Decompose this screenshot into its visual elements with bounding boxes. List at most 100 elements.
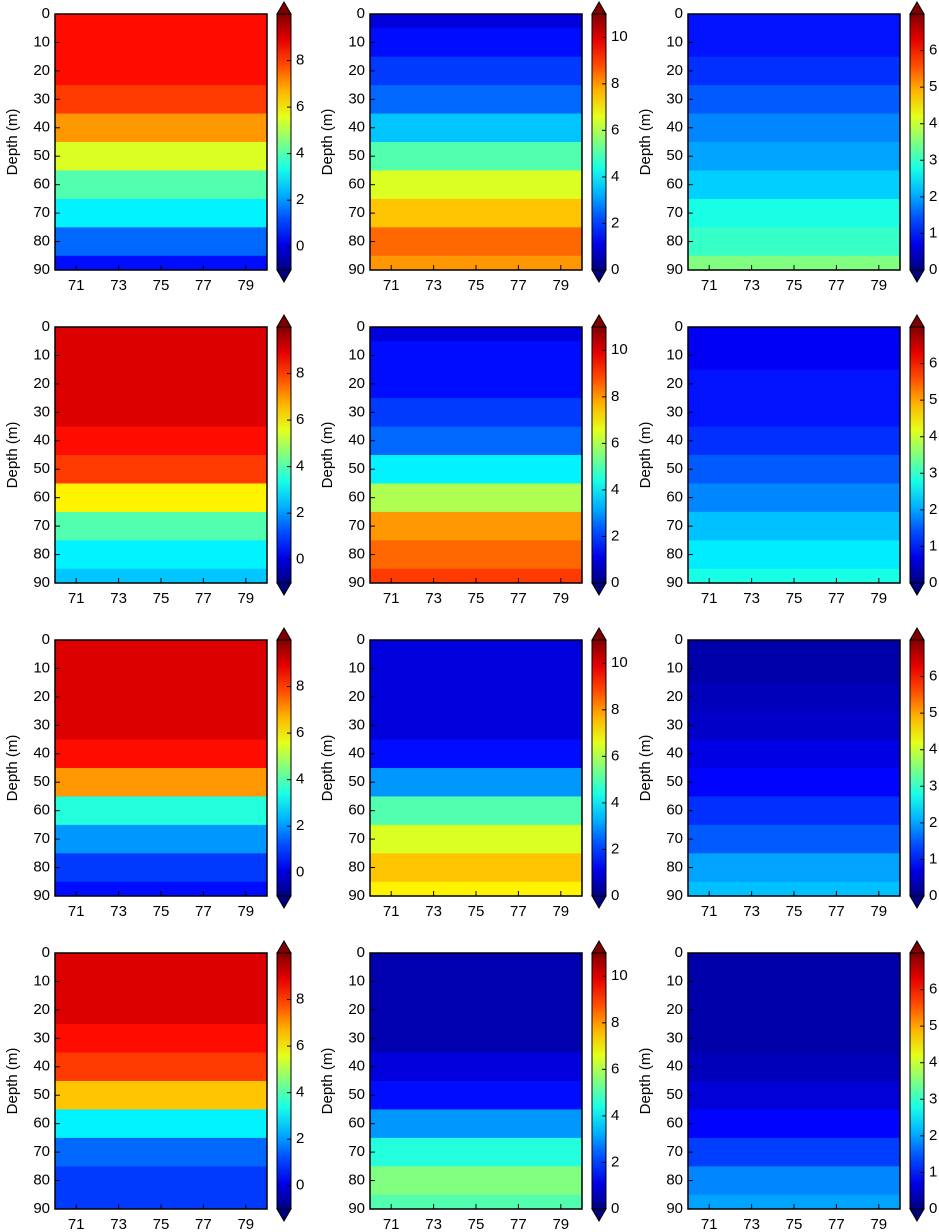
x-tick-label: 71 [68,277,85,294]
colorbar-tick-label: 2 [929,1127,937,1144]
depth-band [370,682,582,712]
depth-band [688,881,900,896]
depth-band [370,327,582,342]
y-tick-label: 90 [348,887,365,904]
depth-band [370,796,582,826]
depth-band [688,967,900,997]
depth-band [55,113,267,143]
colorbar-extend-bottom [591,895,607,909]
colorbar-tick-label: 6 [296,98,304,115]
y-tick-label: 20 [33,1001,50,1018]
colorbar-tick-label: 8 [611,701,619,718]
depth-band [688,28,900,58]
field [370,640,582,896]
depth-band [370,511,582,541]
field [370,953,582,1209]
panel: 0 10 20 30 40 50 60 70 80 90 71 73 75 77 79 Depth (m) 0 1… [637,314,937,607]
y-tick-label: 30 [666,90,683,107]
y-axis-label: Depth (m) [4,1048,21,1115]
colorbar-tick-label: 8 [611,75,619,92]
y-tick-label: 90 [348,261,365,278]
y-tick-label: 0 [675,5,683,22]
y-tick-label: 70 [33,830,50,847]
depth-band [370,853,582,883]
colorbar-tick-label: 3 [929,151,937,168]
y-axis-label: Depth (m) [4,109,21,176]
y-axis-label: Depth (m) [637,1048,654,1115]
depth-band [55,14,267,29]
panel: 0 10 20 30 40 50 60 70 80 90 71 73 75 77 79 Depth (m) 0 2… [319,314,628,607]
x-tick-label: 75 [468,903,485,920]
depth-band [55,967,267,997]
y-tick-label: 50 [33,1086,50,1103]
colorbar [276,952,292,1210]
depth-band [55,398,267,428]
x-tick-label: 79 [552,903,569,920]
colorbar-extend-top [276,627,292,641]
colorbar-tick-label: 4 [296,145,304,162]
depth-band [688,341,900,371]
panel: 0 10 20 30 40 50 60 70 80 90 71 73 75 77 79 Depth (m) 0 2… [319,940,628,1232]
y-tick-label: 30 [666,716,683,733]
y-tick-label: 0 [42,318,50,335]
y-tick-label: 60 [33,1115,50,1132]
depth-band [688,654,900,684]
y-tick-label: 90 [33,574,50,591]
colorbar-tick-label: 2 [611,527,619,544]
depth-band [688,113,900,143]
y-tick-label: 0 [675,944,683,961]
y-tick-label: 30 [33,1029,50,1046]
colorbar-tick-label: 0 [296,1177,304,1194]
y-tick-label: 90 [666,261,683,278]
x-tick-label: 77 [828,590,845,607]
y-tick-label: 40 [666,745,683,762]
colorbar-tick-label: 4 [929,1054,937,1071]
y-tick-label: 0 [42,5,50,22]
colorbar-extend-top [591,627,607,641]
x-tick-label: 79 [237,903,254,920]
depth-band [370,85,582,115]
depth-band [55,170,267,200]
colorbar-extend-bottom [276,895,292,909]
depth-band [688,824,900,854]
x-tick-label: 75 [786,1216,803,1232]
depth-band [688,56,900,86]
colorbar [909,639,925,897]
x-tick-label: 75 [786,590,803,607]
colorbar-tick-label: 4 [611,481,619,498]
y-tick-label: 20 [348,688,365,705]
depth-band [688,369,900,399]
depth-band [55,1109,267,1139]
y-tick-label: 60 [666,489,683,506]
depth-band [55,739,267,769]
y-tick-label: 20 [666,375,683,392]
field [55,327,267,583]
x-tick-label: 79 [870,590,887,607]
depth-band [55,796,267,826]
x-tick-label: 71 [383,277,400,294]
colorbar-extend-top [909,314,925,328]
depth-band [55,255,267,270]
colorbar-tick-label: 0 [611,887,619,904]
colorbar-tick-label: 4 [296,458,304,475]
depth-band [688,1137,900,1167]
colorbar-tick-label: 10 [611,967,628,984]
y-tick-label: 0 [42,631,50,648]
y-tick-label: 80 [348,859,365,876]
x-tick-label: 77 [195,1216,212,1232]
y-tick-label: 80 [33,859,50,876]
field [688,327,900,583]
depth-band [370,540,582,570]
y-tick-label: 30 [666,1029,683,1046]
depth-band [370,426,582,456]
colorbar-tick-label: 1 [929,850,937,867]
depth-band [370,967,582,997]
x-tick-label: 73 [110,903,127,920]
depth-band [55,881,267,896]
colorbar-tick-label: 6 [611,1060,619,1077]
x-tick-label: 75 [153,590,170,607]
y-tick-label: 10 [666,659,683,676]
y-tick-label: 40 [33,119,50,136]
y-tick-label: 50 [348,773,365,790]
panel: 0 10 20 30 40 50 60 70 80 90 71 73 75 77 79 Depth (m) 0 2… [4,314,304,607]
